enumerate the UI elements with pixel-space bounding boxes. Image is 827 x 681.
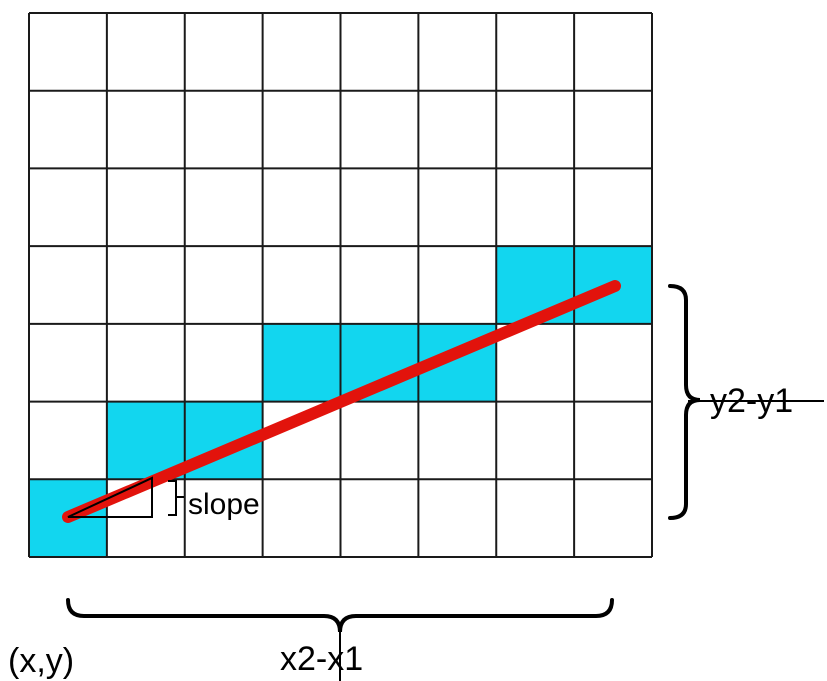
ideal-line bbox=[62, 280, 621, 523]
slope-label: slope bbox=[188, 488, 260, 521]
pixel-grid bbox=[28, 12, 653, 558]
filled-pixel-cell bbox=[106, 401, 185, 480]
filled-pixel-cell bbox=[262, 323, 341, 402]
slope-bracket bbox=[168, 480, 184, 516]
origin-label: (x,y) bbox=[8, 642, 74, 680]
dx-label: x2-x1 bbox=[280, 640, 363, 678]
slope-triangle bbox=[67, 476, 153, 518]
dx-brace bbox=[66, 598, 614, 633]
